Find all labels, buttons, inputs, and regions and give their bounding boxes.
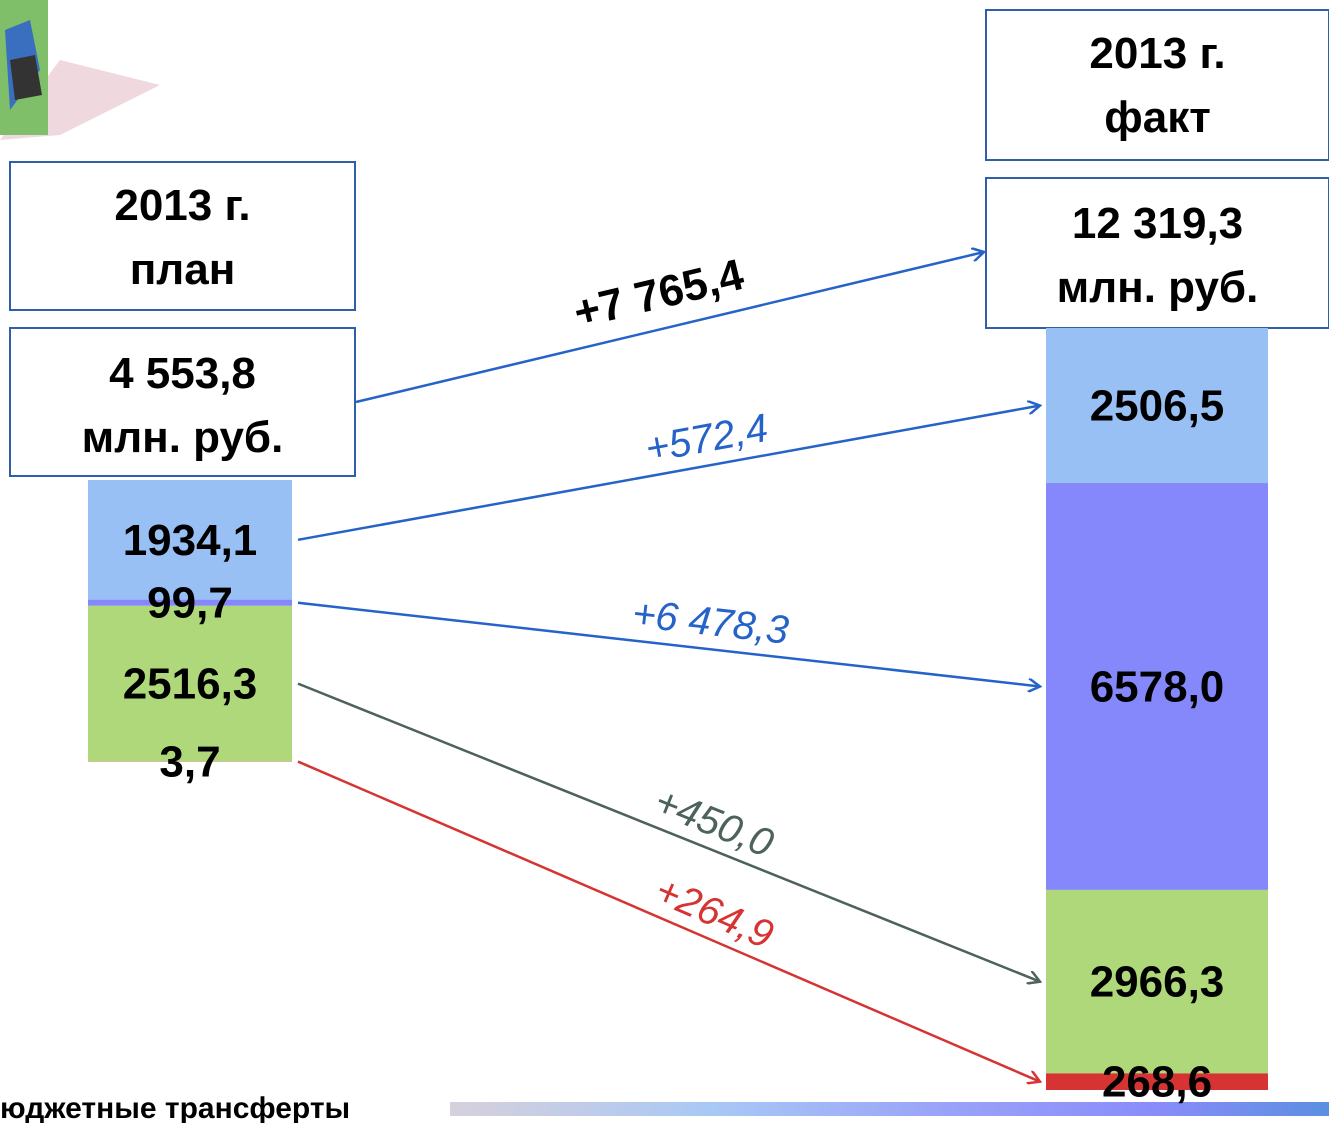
segment-label: 99,7 — [147, 579, 233, 628]
segment-label: 2516,3 — [123, 660, 258, 709]
segment-label: 3,7 — [159, 738, 220, 787]
chart: юджетные трансферты 2013 г. план 4 553,8 мл… — [0, 0, 1329, 1123]
total-unit: млн. руб. — [82, 413, 284, 462]
segment-label: 2966,3 — [1090, 958, 1225, 1007]
total-value: 12 319,3 — [1072, 199, 1243, 248]
total-unit: млн. руб. — [1057, 263, 1259, 312]
logo — [0, 0, 160, 140]
footer-text: юджетные трансферты — [0, 1092, 350, 1123]
segment-label: 268,6 — [1102, 1058, 1212, 1107]
change-label: +264,9 — [649, 868, 780, 957]
header-category: план — [130, 245, 236, 294]
total-value: 4 553,8 — [109, 349, 256, 398]
segment-label: 2506,5 — [1090, 382, 1225, 431]
segment-label: 6578,0 — [1090, 662, 1225, 711]
change-label: +572,4 — [642, 406, 771, 471]
header-year: 2013 г. — [1089, 29, 1225, 78]
header-year: 2013 г. — [114, 181, 250, 230]
header-category: факт — [1104, 93, 1211, 142]
total-change-label: +7 765,4 — [569, 250, 749, 338]
change-arrow — [298, 684, 1040, 982]
change-label: +450,0 — [648, 779, 779, 866]
segment-label: 1934,1 — [123, 516, 258, 565]
page: {"chart_data": { "type": "stacked-bar", … — [0, 0, 1329, 1123]
